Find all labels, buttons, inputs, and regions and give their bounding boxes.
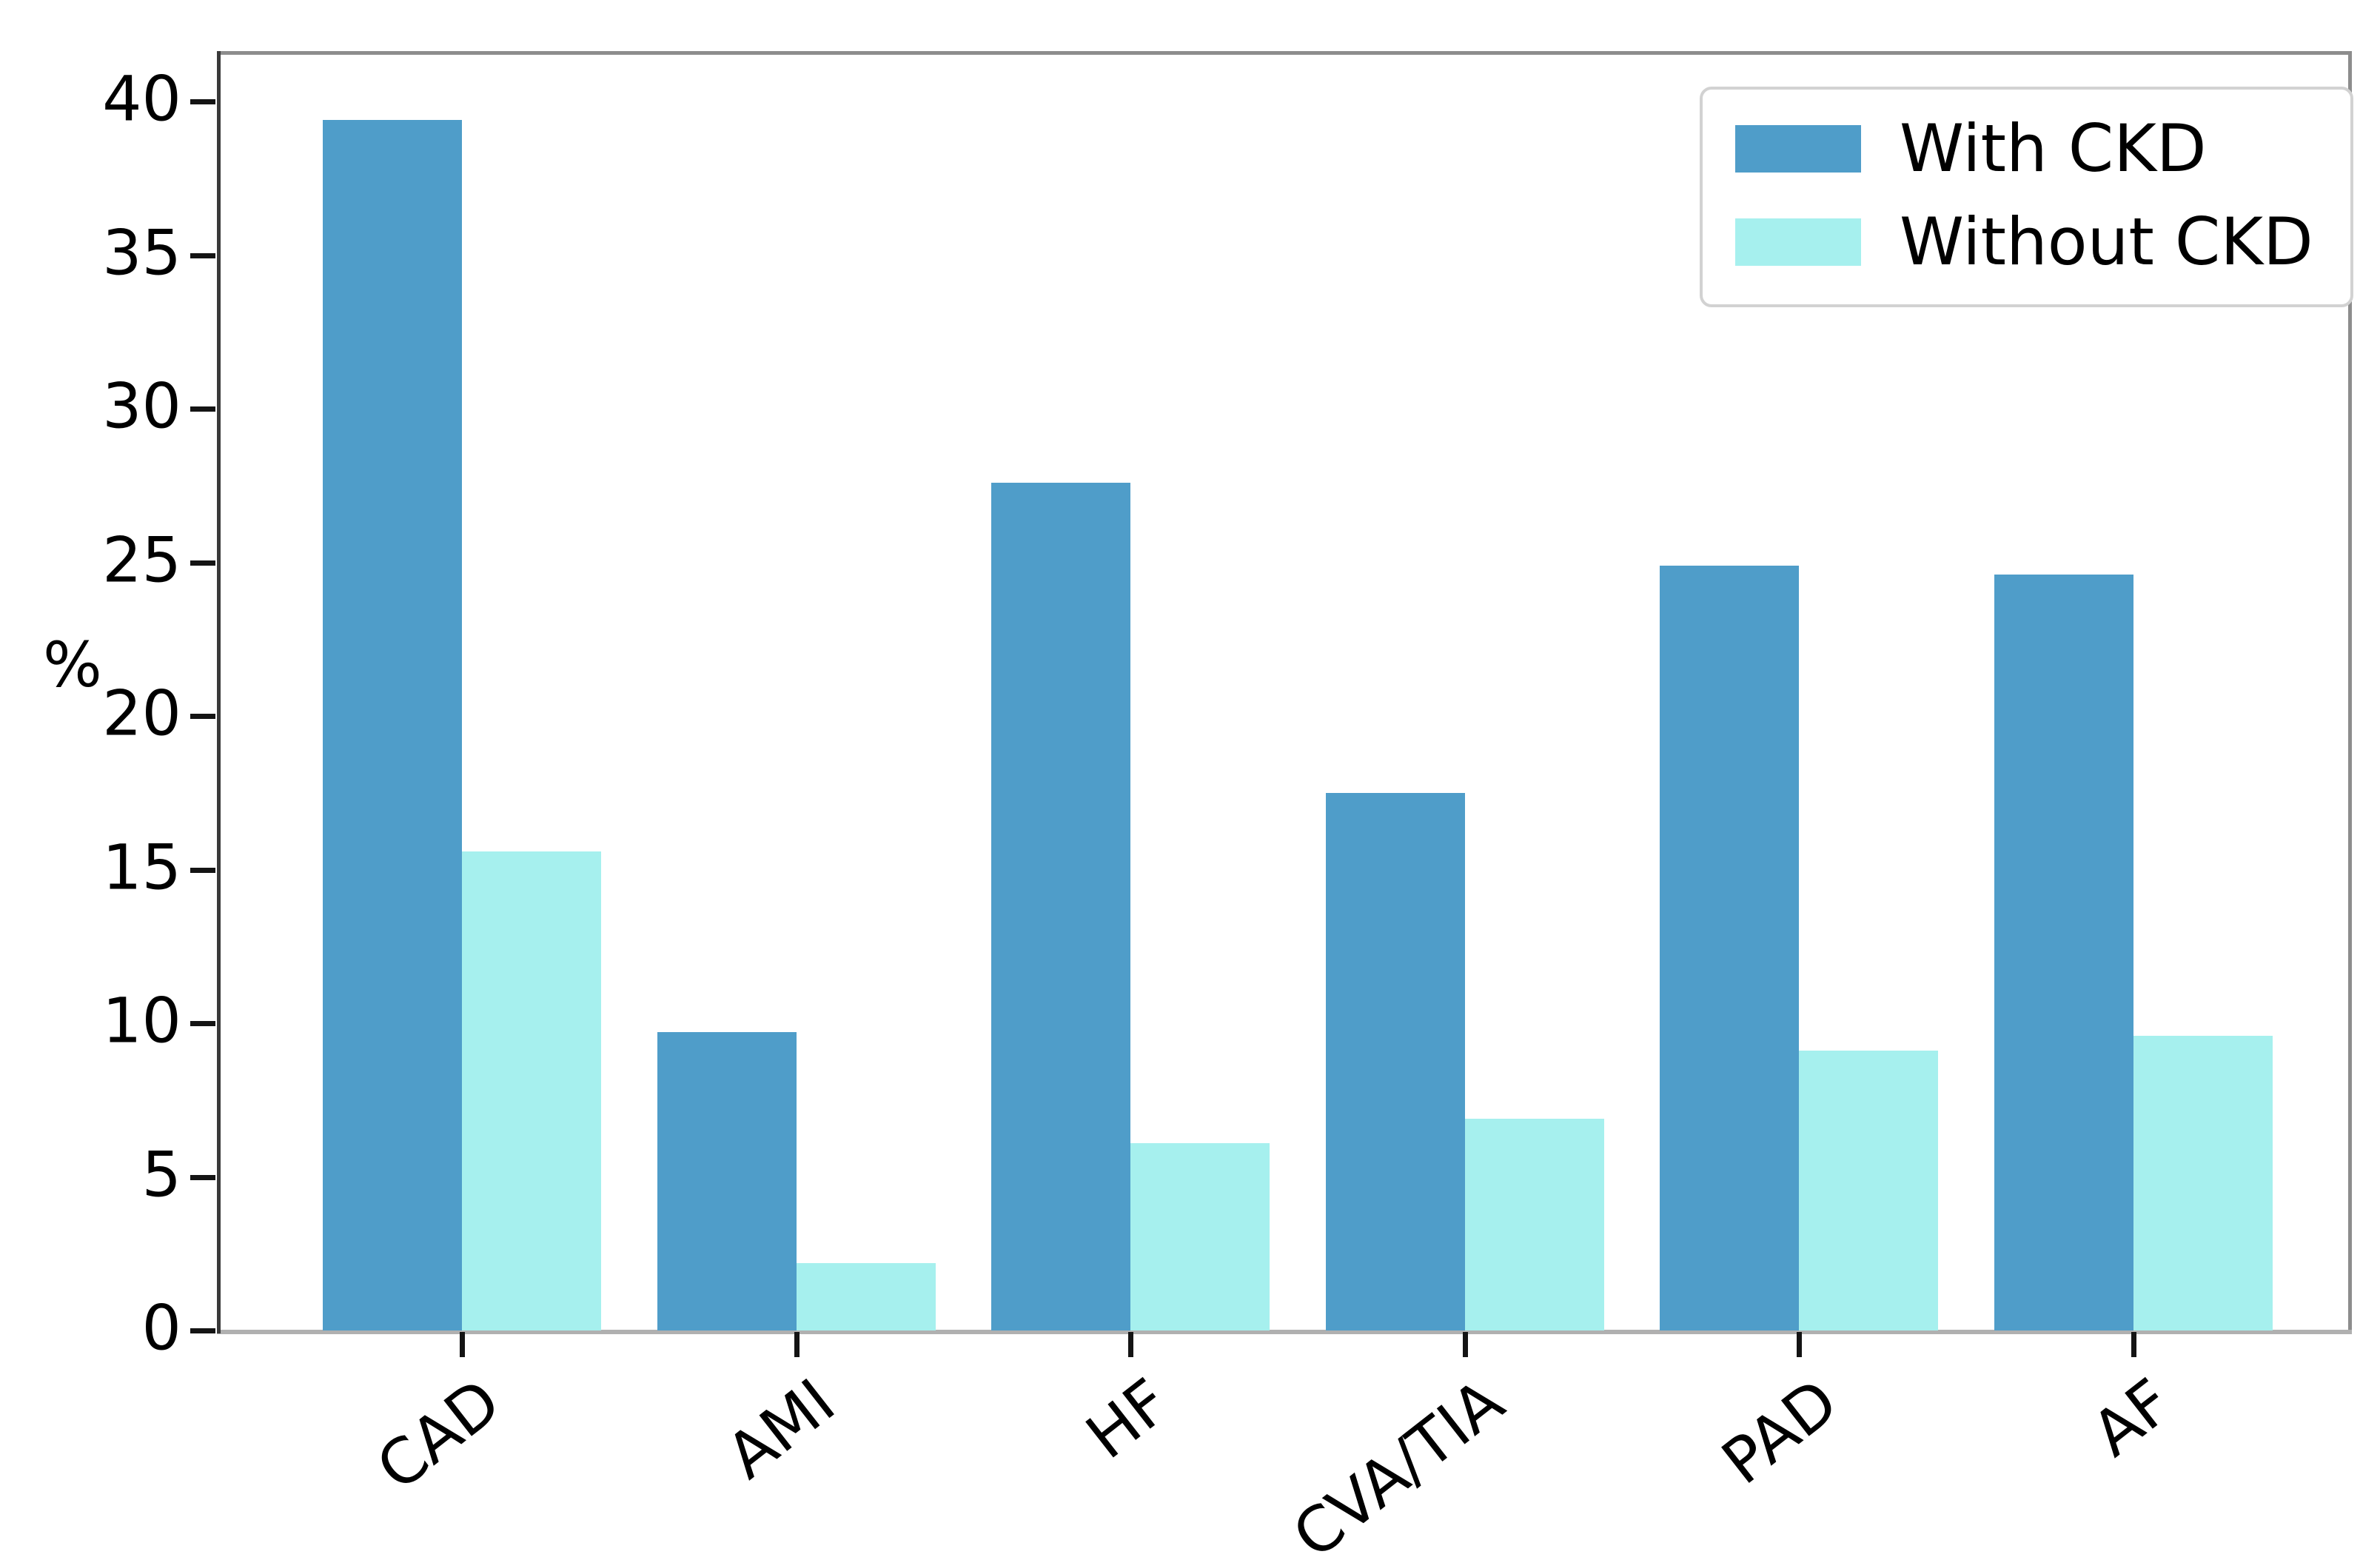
x-tick-label-hf: HF — [1073, 1365, 1183, 1473]
y-tick-label-15: 15 — [102, 831, 181, 904]
y-tick-mark-0 — [190, 1328, 215, 1333]
legend-label-with-ckd: With CKD — [1900, 110, 2207, 187]
y-tick-label-0: 0 — [141, 1291, 181, 1365]
x-tick-label-cva-tia: CVA/TIA — [1279, 1365, 1517, 1560]
x-tick-label-pad: PAD — [1709, 1365, 1851, 1499]
y-axis-ticks: 0 5 10 15 20 25 30 35 40 — [102, 54, 2349, 1359]
x-tick-mark-1 — [794, 1332, 800, 1357]
y-tick-label-30: 30 — [102, 369, 181, 443]
y-tick-label-35: 35 — [102, 216, 181, 289]
x-tick-mark-2 — [1128, 1332, 1134, 1357]
y-tick-mark-10 — [190, 1021, 215, 1026]
plot-left-spine — [217, 51, 221, 1333]
legend-item-without-ckd: Without CKD — [1735, 210, 2313, 275]
y-tick-label-40: 40 — [102, 62, 181, 135]
legend-swatch-without-ckd — [1735, 218, 1861, 266]
y-tick-mark-35 — [190, 252, 215, 258]
bar-cad-without-ckd — [462, 851, 601, 1330]
plot-bottom-spine — [217, 1330, 2352, 1334]
bar-af-with-ckd — [1994, 575, 2133, 1330]
bar-cva-tia-without-ckd — [1464, 1119, 1604, 1330]
y-tick-label-20: 20 — [102, 677, 181, 750]
legend-item-with-ckd: With CKD — [1735, 116, 2313, 181]
x-axis-ticks: CAD AMI HF CVA/TIA PAD AF — [220, 54, 2349, 1560]
x-tick-label-af: AF — [2079, 1365, 2186, 1470]
bar-af-without-ckd — [2133, 1036, 2273, 1330]
bar-pad-with-ckd — [1660, 566, 1800, 1330]
legend: With CKD Without CKD — [1700, 87, 2353, 307]
legend-label-without-ckd: Without CKD — [1900, 204, 2313, 280]
x-tick-label-ami: AMI — [713, 1365, 848, 1493]
y-tick-mark-15 — [190, 867, 215, 873]
y-tick-label-5: 5 — [141, 1138, 181, 1211]
y-tick-mark-40 — [190, 99, 215, 104]
bar-ami-with-ckd — [657, 1032, 797, 1330]
bar-hf-with-ckd — [991, 483, 1131, 1330]
bars-layer — [220, 54, 2349, 1330]
legend-swatch-with-ckd — [1735, 125, 1861, 173]
x-tick-mark-0 — [460, 1332, 465, 1357]
y-tick-mark-25 — [190, 560, 215, 566]
x-tick-mark-4 — [1797, 1332, 1803, 1357]
y-tick-label-10: 10 — [102, 984, 181, 1057]
plot-area: 0 5 10 15 20 25 30 35 40 CAD AMI HF CVA/TIA PAD AF Wi… — [102, 51, 2353, 1560]
x-tick-mark-5 — [2131, 1332, 2136, 1357]
y-tick-mark-5 — [190, 1174, 215, 1180]
bar-cad-with-ckd — [323, 120, 462, 1330]
y-tick-label-25: 25 — [102, 523, 181, 597]
x-tick-mark-3 — [1462, 1332, 1468, 1357]
y-tick-mark-20 — [190, 714, 215, 719]
plot-right-spine — [2348, 51, 2352, 1333]
y-axis-label: % — [43, 629, 102, 701]
plot-top-spine — [217, 51, 2352, 55]
bar-pad-without-ckd — [1799, 1051, 1939, 1330]
x-tick-label-cad: CAD — [363, 1365, 514, 1505]
y-tick-mark-30 — [190, 406, 215, 412]
bar-cva-tia-with-ckd — [1325, 793, 1465, 1330]
bar-hf-without-ckd — [1130, 1143, 1270, 1330]
bar-ami-without-ckd — [796, 1263, 936, 1330]
